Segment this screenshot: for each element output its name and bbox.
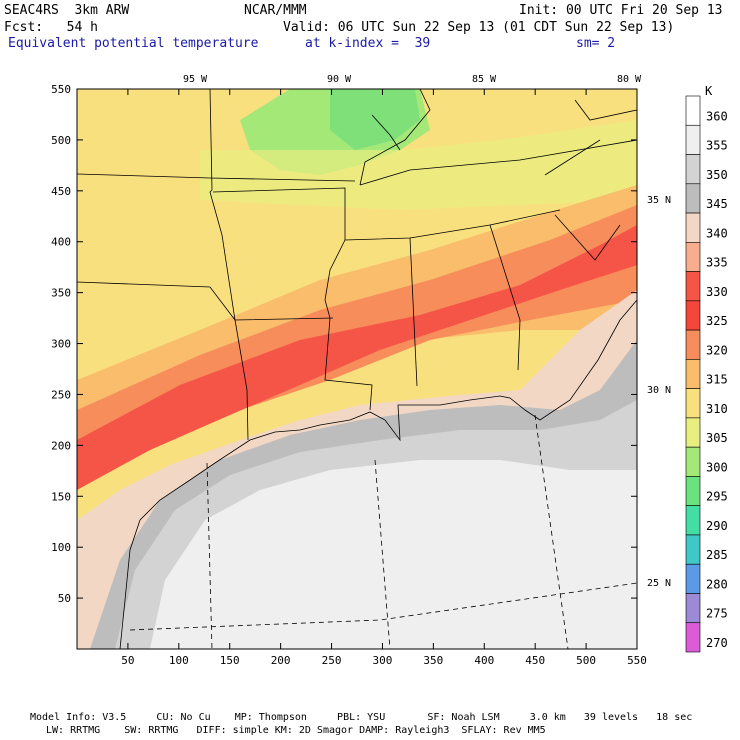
valid-time: Valid: 06 UTC Sun 22 Sep 13 (01 CDT Sun … <box>283 20 675 35</box>
colorbar-label: 350 <box>706 168 728 182</box>
region-300 <box>330 89 420 150</box>
colorbar-swatch <box>685 563 701 594</box>
colorbar-label: 315 <box>706 373 728 387</box>
field-name: Equivalent potential temperature <box>8 36 259 51</box>
y-tick-label: 300 <box>51 338 71 351</box>
y-tick-label: 400 <box>51 236 71 249</box>
colorbar-swatch <box>685 242 701 272</box>
colorbar-label: 325 <box>706 314 728 328</box>
model-info-line1: Model Info: V3.5 CU: No Cu MP: Thompson … <box>30 712 693 723</box>
colorbar-swatch <box>685 300 701 331</box>
colorbar-label: 345 <box>706 197 728 211</box>
colorbar-swatch <box>685 534 701 565</box>
x-tick-label: 50 <box>121 654 134 667</box>
lon-label-80w: 80 W <box>617 74 642 85</box>
y-axis: 50 100 150 200 250 300 350 400 450 500 550 <box>51 83 637 605</box>
region-355 <box>150 460 637 649</box>
x-tick-label: 400 <box>474 654 494 667</box>
y-tick-label: 150 <box>51 490 71 503</box>
lat-label-25n: 25 N <box>647 578 671 589</box>
colorbar-swatch <box>685 212 701 243</box>
colorbar-label: 295 <box>706 490 728 504</box>
colorbar-label: 310 <box>706 402 728 416</box>
smoothing-label: sm= 2 <box>576 36 616 51</box>
y-tick-label: 200 <box>51 439 71 452</box>
colorbar-label: 270 <box>706 636 728 650</box>
region-310 <box>200 120 637 210</box>
lon-label-95w: 95 W <box>183 74 208 85</box>
colorbar-swatch <box>685 593 701 624</box>
x-tick-label: 300 <box>373 654 393 667</box>
plot-frame <box>76 88 638 650</box>
x-tick-label: 100 <box>169 654 189 667</box>
colorbar-swatch <box>685 622 701 653</box>
x-tick-label: 200 <box>271 654 291 667</box>
colorbar-swatch <box>685 388 701 419</box>
colorbar-swatch <box>685 476 701 506</box>
colorbar-label: 275 <box>706 607 728 621</box>
colorbar-label: 320 <box>706 343 728 357</box>
y-tick-label: 100 <box>51 541 71 554</box>
x-tick-label: 500 <box>576 654 596 667</box>
y-tick-label: 350 <box>51 287 71 300</box>
colorbar: K 360 355 350 345 340 335 330 325 320 315 310 305 300… <box>685 84 728 653</box>
colorbar-label: 280 <box>706 577 728 591</box>
colorbar-swatch <box>685 183 701 214</box>
x-tick-label: 550 <box>627 654 647 667</box>
colorbar-unit: K <box>705 84 713 98</box>
y-tick-label: 250 <box>51 388 71 401</box>
y-tick-label: 550 <box>51 83 71 96</box>
x-tick-label: 250 <box>322 654 342 667</box>
colorbar-label: 300 <box>706 460 728 474</box>
colorbar-swatch <box>685 124 701 155</box>
colorbar-label: 355 <box>706 139 728 153</box>
x-tick-label: 150 <box>220 654 240 667</box>
lat-label-30n: 30 N <box>647 385 671 396</box>
colorbar-swatch <box>685 154 701 185</box>
colorbar-label: 290 <box>706 519 728 533</box>
colorbar-swatch <box>685 95 701 126</box>
organization-label: NCAR/MMM <box>244 3 307 18</box>
colorbar-swatch <box>685 417 701 448</box>
y-tick-label: 500 <box>51 134 71 147</box>
x-tick-label: 350 <box>423 654 443 667</box>
k-index-label: at k-index = 39 <box>305 36 431 51</box>
colorbar-label: 340 <box>706 226 728 240</box>
y-tick-label: 50 <box>58 592 71 605</box>
colorbar-swatch <box>685 271 701 302</box>
latitude-labels: 35 N 30 N 25 N <box>647 195 671 589</box>
colorbar-label: 335 <box>706 256 728 270</box>
lat-label-35n: 35 N <box>647 195 671 206</box>
boundary-lines <box>129 414 637 649</box>
state-borders <box>77 89 637 441</box>
model-info-line2: LW: RRTMG SW: RRTMG DIFF: simple KM: 2D … <box>46 725 546 736</box>
region-330 <box>77 225 637 490</box>
lon-label-90w: 90 W <box>327 74 352 85</box>
colorbar-label: 330 <box>706 285 728 299</box>
longitude-labels: 95 W 90 W 85 W 80 W <box>183 74 642 85</box>
y-tick-label: 450 <box>51 185 71 198</box>
init-time: Init: 00 UTC Fri 20 Sep 13 <box>519 3 723 18</box>
colorbar-swatch <box>685 329 701 360</box>
forecast-hour: Fcst: 54 h <box>4 20 98 35</box>
colorbar-label: 305 <box>706 431 728 445</box>
colorbar-swatch <box>685 505 701 536</box>
map-field <box>77 89 637 649</box>
x-axis: 50 100 150 200 250 300 350 400 450 500 550 <box>121 89 647 667</box>
colorbar-swatch <box>685 359 701 389</box>
model-title: SEAC4RS 3km ARW <box>4 3 130 18</box>
lon-label-85w: 85 W <box>472 74 497 85</box>
colorbar-swatch <box>685 446 701 477</box>
x-tick-label: 450 <box>525 654 545 667</box>
colorbar-label: 360 <box>706 109 728 123</box>
colorbar-label: 285 <box>706 548 728 562</box>
